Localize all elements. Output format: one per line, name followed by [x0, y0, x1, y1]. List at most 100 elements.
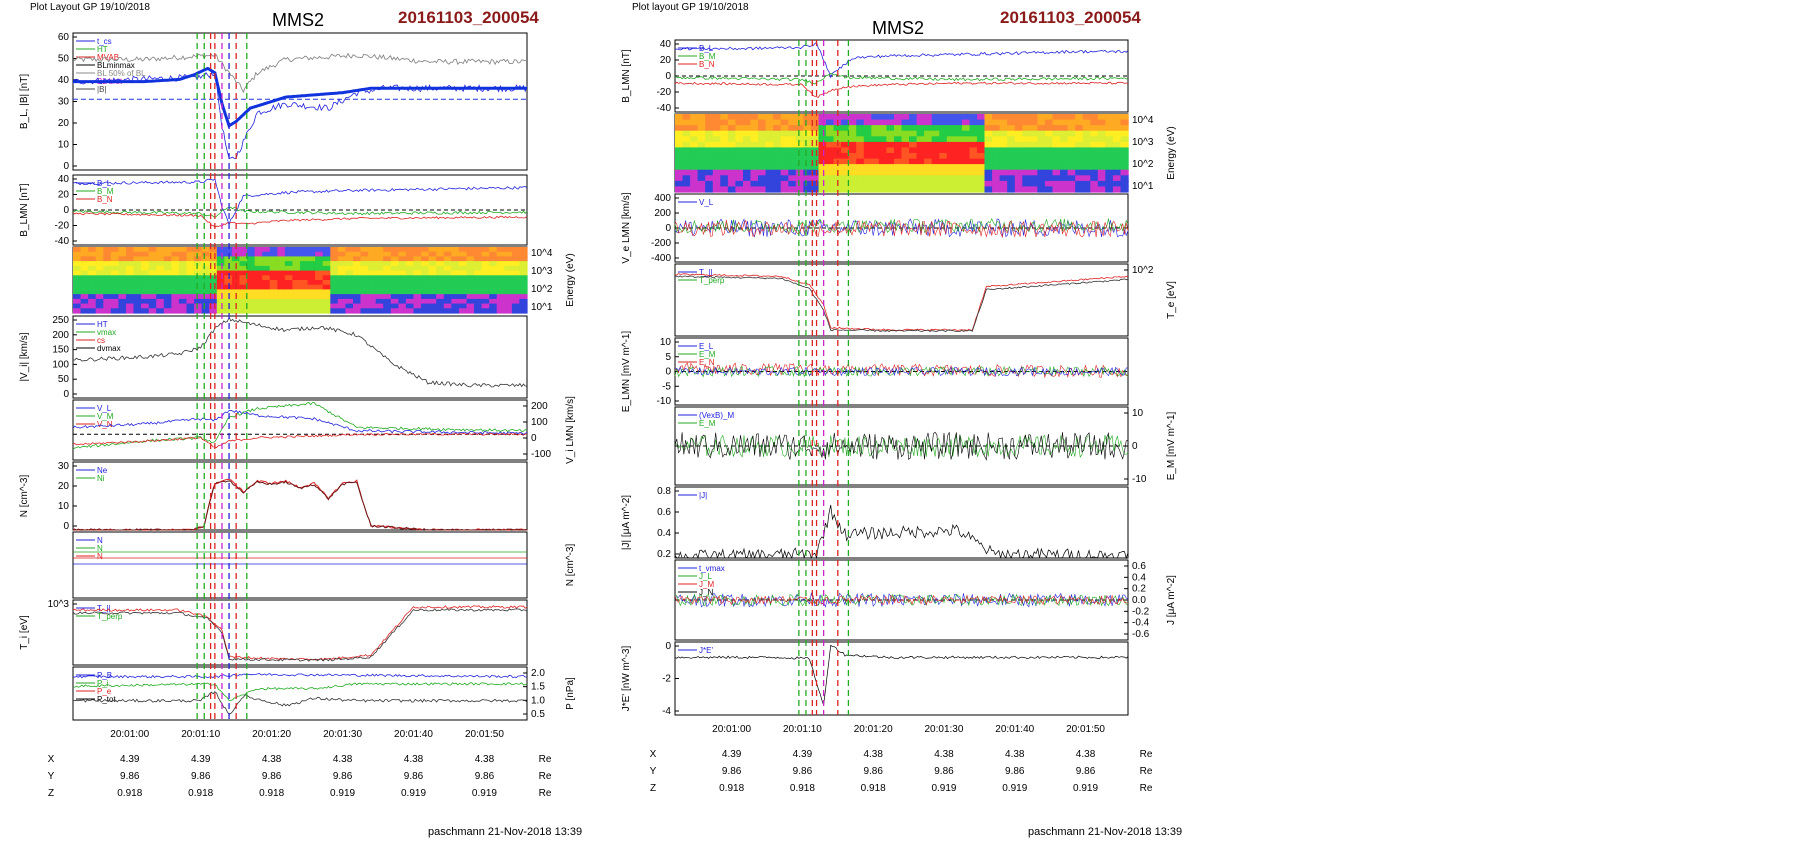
ephemeris-value: 0.919 — [472, 788, 497, 799]
time-tick-label: 20:01:40 — [995, 724, 1034, 735]
spectrogram-cell — [88, 270, 97, 276]
ephemeris-value: 0.918 — [259, 788, 284, 799]
spectrogram-cell — [1120, 119, 1129, 126]
spectrogram-cell — [818, 175, 827, 182]
spectrogram-cell — [758, 180, 767, 188]
spectrogram-cell — [443, 251, 452, 257]
spectrogram-cell — [878, 147, 888, 154]
spectrogram-cell — [856, 119, 865, 126]
spectrogram-cell — [451, 284, 460, 290]
spectrogram-cell — [871, 186, 880, 193]
spectrogram-cell — [863, 136, 872, 143]
y-tick-label: 0.8 — [657, 486, 671, 497]
spectrogram-cell — [1014, 119, 1023, 126]
spectrogram-cell — [1007, 180, 1016, 188]
spectrogram-cell — [300, 256, 309, 262]
spectrogram-cell — [504, 303, 513, 309]
spectrogram-cell — [1082, 164, 1091, 171]
spectrogram-cell — [810, 125, 820, 132]
spectrogram-cell — [133, 251, 142, 257]
spectrogram-cell — [292, 270, 301, 276]
spectrogram-cell — [682, 164, 691, 171]
spectrogram-cell — [345, 308, 354, 314]
spectrogram-cell — [178, 261, 188, 267]
spectrogram-cell — [95, 294, 104, 300]
spectrogram-cell — [758, 169, 767, 176]
spectrogram-cell — [194, 270, 203, 276]
spectrogram-cell — [307, 265, 316, 272]
spectrogram-cell — [984, 175, 993, 182]
y-tick-label-right: 1.5 — [531, 682, 545, 693]
spectrogram-cell — [277, 270, 286, 276]
spectrogram-cell — [1112, 119, 1122, 126]
spectrogram-cell — [833, 175, 842, 182]
spectrogram-cell — [262, 303, 271, 309]
spectrogram-cell — [496, 280, 505, 286]
time-tick-label: 20:01:50 — [465, 729, 504, 740]
spectrogram-cell — [474, 308, 483, 314]
spectrogram-cell — [315, 247, 324, 253]
spectrogram-cell — [765, 153, 774, 160]
spectrogram-cell — [886, 164, 895, 171]
spectrogram-cell — [118, 261, 127, 267]
spectrogram-cell — [330, 256, 339, 262]
spectrogram-cell — [750, 164, 759, 171]
spectrogram-cell — [383, 289, 392, 295]
spectrogram-cell — [720, 169, 729, 176]
spectrogram-cell — [916, 153, 925, 160]
spectrogram-cell — [712, 164, 721, 171]
spectrogram-cell — [675, 119, 684, 126]
spectrogram-cell — [720, 158, 729, 165]
spectrogram-cell — [201, 265, 210, 272]
spectrogram-cell — [73, 261, 82, 267]
spectrogram-cell — [458, 261, 468, 267]
spectrogram-cell — [1120, 180, 1129, 188]
time-tick-label: 20:01:20 — [854, 724, 893, 735]
y-tick-label: -40 — [657, 103, 672, 114]
spectrogram-cell — [368, 261, 377, 267]
spectrogram-cell — [961, 158, 971, 165]
spectrogram-cell — [519, 247, 528, 253]
spectrogram-cell — [1090, 147, 1099, 154]
spectrogram-cell — [481, 289, 490, 295]
series-te-perp — [674, 275, 1129, 333]
spectrogram-cell — [163, 303, 172, 309]
spectrogram-cell — [901, 158, 910, 165]
spectrogram-cell — [1052, 125, 1061, 132]
spectrogram-cell — [1112, 136, 1122, 143]
spectrogram-cell — [413, 265, 422, 272]
spectrogram-cell — [1060, 119, 1069, 126]
spectrogram-cell — [95, 251, 104, 257]
series-pi — [72, 682, 528, 702]
spectrogram-cell — [886, 147, 895, 154]
spectrogram-cell — [80, 298, 89, 305]
spectrogram-cell — [735, 147, 744, 154]
spectrogram-cell — [690, 114, 699, 121]
spectrogram-cell — [977, 169, 986, 176]
spectrogram-cell — [148, 261, 157, 267]
spectrogram-cell — [848, 158, 857, 165]
spectrogram-cell — [156, 294, 165, 300]
y-tick-label: -400 — [651, 253, 671, 264]
spectrogram-cell — [856, 136, 865, 143]
spectrogram-cell — [1060, 141, 1069, 149]
spectrogram-cell — [451, 270, 460, 276]
spectrogram-cell — [466, 294, 475, 300]
spectrogram-cell — [856, 180, 865, 188]
spectrogram-cell — [878, 119, 888, 126]
spectrogram-cell — [1045, 147, 1054, 154]
spectrogram-cell — [216, 256, 225, 262]
y-axis-label: E_LMN [mV m^-1] — [621, 331, 632, 413]
spectrogram-cell — [421, 289, 430, 295]
spectrogram-cell — [1060, 136, 1069, 143]
spectrogram-cell — [1105, 114, 1114, 121]
spectrogram-cell — [368, 251, 377, 257]
spectrogram-cell — [1090, 158, 1099, 165]
spectrogram-cell — [690, 175, 699, 182]
spectrogram-cell — [788, 147, 797, 154]
spectrogram-cell — [118, 280, 127, 286]
spectrogram-cell — [901, 130, 910, 137]
spectrogram-cell — [103, 280, 112, 286]
spectrogram-cell — [451, 289, 460, 295]
spectrogram-cell — [368, 280, 377, 286]
